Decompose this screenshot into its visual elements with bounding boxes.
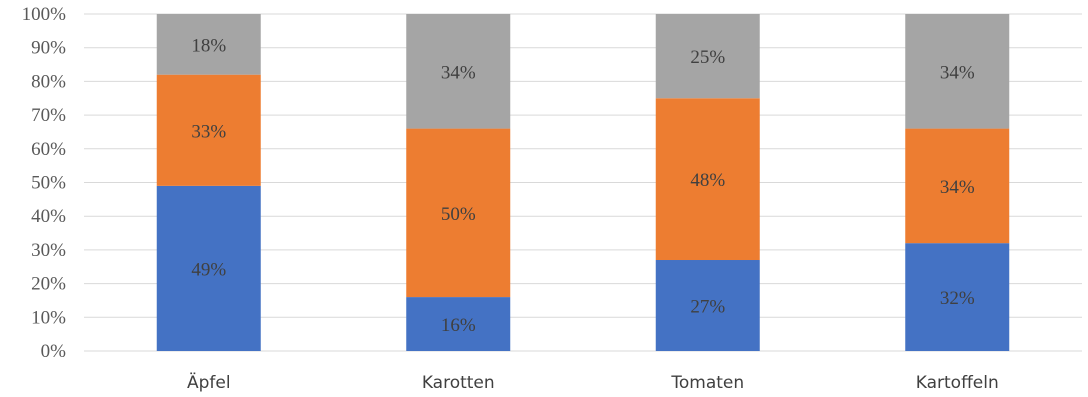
data-label: 16% <box>441 315 476 336</box>
bar-segment <box>655 98 760 261</box>
x-tick-label: Kartoffeln <box>916 373 999 393</box>
data-label: 27% <box>690 297 725 318</box>
y-tick-label: 100% <box>22 4 67 25</box>
y-tick-label: 30% <box>31 240 66 261</box>
data-label: 34% <box>940 62 975 83</box>
y-tick-label: 80% <box>31 71 66 92</box>
data-label: 18% <box>191 35 226 56</box>
y-tick-label: 20% <box>31 274 66 295</box>
data-label: 32% <box>940 288 975 309</box>
y-tick-label: 50% <box>31 173 66 194</box>
bar-segment <box>905 243 1010 351</box>
x-tick-label: Karotten <box>422 373 495 393</box>
x-axis: Äpfel Karotten Tomaten Kartoffeln <box>187 372 999 393</box>
bar-segment <box>406 297 511 351</box>
data-label: 48% <box>690 170 725 191</box>
data-label: 34% <box>940 177 975 198</box>
bars <box>156 14 1010 351</box>
y-tick-label: 0% <box>41 341 67 362</box>
bar-segment <box>655 260 760 351</box>
bar-segment <box>905 128 1010 244</box>
bar-segment <box>406 14 511 129</box>
x-tick-label: Äpfel <box>187 372 231 393</box>
y-tick-label: 90% <box>31 38 66 59</box>
y-tick-label: 40% <box>31 206 66 227</box>
bar-segment <box>156 74 261 186</box>
bar-segment <box>655 14 760 99</box>
data-label: 50% <box>441 204 476 225</box>
bar-segment <box>156 14 261 75</box>
y-tick-label: 60% <box>31 139 66 160</box>
data-label: 34% <box>441 62 476 83</box>
data-labels: 49% 33% 18% 16% 50% 34% 27% 48% 25% 32% 34% 34% <box>191 35 975 336</box>
y-tick-label: 10% <box>31 307 66 328</box>
y-tick-label: 70% <box>31 105 66 126</box>
x-tick-label: Tomaten <box>670 373 744 393</box>
bar-segment <box>406 128 511 298</box>
data-label: 25% <box>690 47 725 68</box>
bar-segment <box>905 14 1010 129</box>
bar-segment <box>156 185 261 351</box>
data-label: 49% <box>191 259 226 280</box>
y-axis: 0% 10% 20% 30% 40% 50% 60% 70% 80% 90% 100% <box>22 4 67 362</box>
data-label: 33% <box>191 121 226 142</box>
